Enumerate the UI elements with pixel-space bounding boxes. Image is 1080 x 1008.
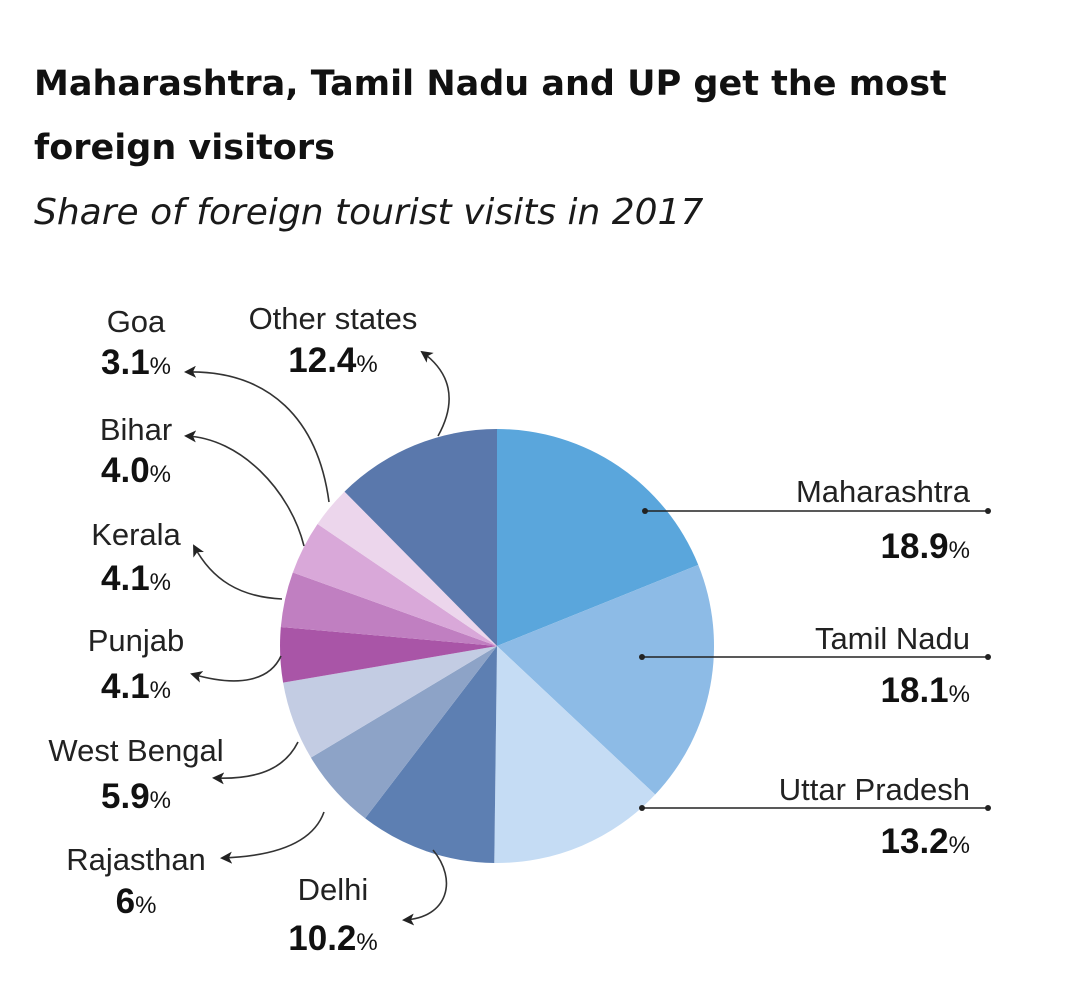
pie-slice-maharashtra (497, 429, 699, 646)
pie-slice-goa (317, 491, 497, 646)
label-uttar-pradesh-name: Uttar Pradesh (779, 772, 970, 807)
leader-dot-outer-tamil-nadu (985, 654, 991, 660)
label-rajasthan-name: Rajasthan (66, 842, 206, 877)
pie-slice-west-bengal (283, 646, 497, 758)
label-tamil-nadu-value: 18.1% (881, 671, 970, 710)
label-goa-value: 3.1% (101, 343, 171, 382)
label-tamil-nadu-name: Tamil Nadu (815, 621, 970, 656)
pie-slice-tamil-nadu (497, 564, 715, 795)
label-maharashtra-value: 18.9% (881, 527, 970, 566)
pie-slice-kerala (280, 572, 497, 646)
pie-slice-rajasthan (310, 646, 497, 819)
label-west-bengal-name: West Bengal (48, 733, 223, 768)
label-delhi-value: 10.2% (288, 919, 377, 958)
pie-slice-other-states (344, 429, 497, 646)
callout-arrow-west-bengal (212, 741, 299, 785)
leader-dot-outer-maharashtra (985, 508, 991, 514)
pie-slice-bihar (292, 524, 497, 646)
label-west-bengal-value: 5.9% (101, 777, 171, 816)
label-goa-name: Goa (107, 304, 166, 339)
pie-slice-uttar-pradesh (494, 646, 656, 863)
chart-subtitle: Share of foreign tourist visits in 2017 (34, 192, 704, 233)
label-punjab-value: 4.1% (101, 667, 171, 706)
leader-dot-inner-tamil-nadu (639, 654, 645, 660)
callout-arrow-kerala (193, 544, 283, 600)
callout-arrow-bihar (184, 430, 305, 547)
label-kerala-name: Kerala (91, 517, 181, 552)
label-other-states-name: Other states (249, 301, 418, 336)
leader-dot-inner-maharashtra (642, 508, 648, 514)
leader-dot-inner-uttar-pradesh (639, 805, 645, 811)
callout-arrow-rajasthan (220, 811, 325, 864)
label-punjab-name: Punjab (88, 623, 185, 658)
label-bihar-name: Bihar (100, 412, 172, 447)
chart-title: Maharashtra, Tamil Nadu and UP get the m… (34, 64, 947, 168)
callout-arrow-delhi (402, 849, 448, 926)
label-other-states-value: 12.4% (288, 341, 377, 380)
label-maharashtra-name: Maharashtra (796, 474, 971, 509)
label-bihar-value: 4.0% (101, 451, 171, 490)
callout-arrow-punjab (190, 655, 282, 683)
leader-dot-outer-uttar-pradesh (985, 805, 991, 811)
callout-arrow-goa (184, 365, 330, 503)
pie-slice-delhi (365, 646, 497, 863)
label-kerala-value: 4.1% (101, 559, 171, 598)
label-delhi-name: Delhi (298, 872, 369, 907)
label-uttar-pradesh-value: 13.2% (881, 822, 970, 861)
callout-arrow-other-states (420, 350, 450, 437)
label-rajasthan-value: 6% (116, 882, 157, 921)
pie-slice-punjab (280, 626, 497, 683)
